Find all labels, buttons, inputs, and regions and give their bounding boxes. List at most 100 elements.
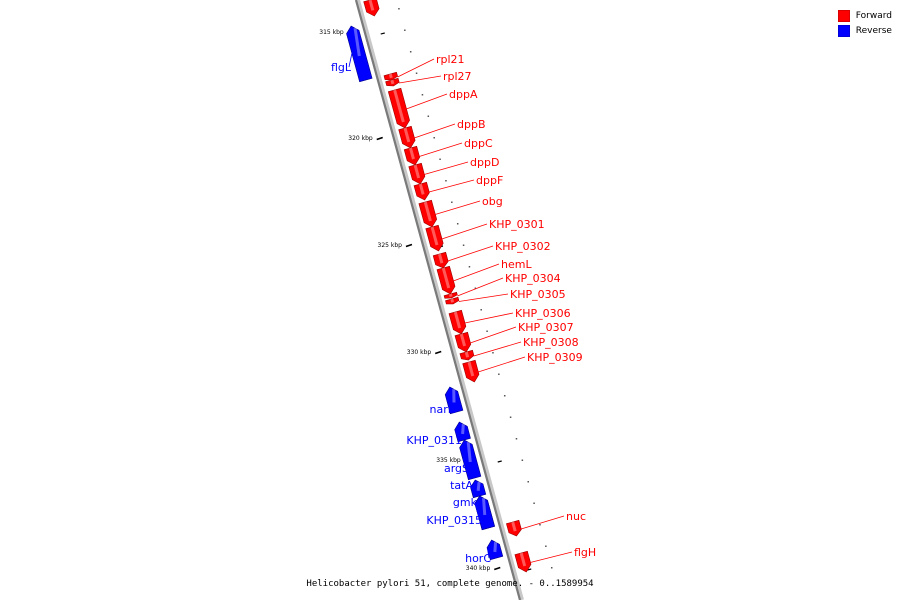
- gene-label[interactable]: dppB: [457, 118, 486, 131]
- minor-tick: [427, 115, 430, 117]
- forward-gene[interactable]: [383, 71, 398, 81]
- gene-label[interactable]: KHP_0308: [523, 336, 579, 349]
- gene-label[interactable]: KHP_0301: [489, 218, 545, 231]
- gene-features: [346, 0, 532, 573]
- forward-gene[interactable]: [413, 181, 430, 201]
- label-leader: [399, 75, 442, 84]
- gene-label[interactable]: dppC: [464, 137, 493, 150]
- gene-label[interactable]: KHP_0302: [495, 240, 551, 253]
- label-leader: [348, 52, 353, 68]
- label-leader: [428, 179, 475, 193]
- label-leader: [453, 263, 500, 282]
- gene-label[interactable]: KHP_0309: [527, 351, 583, 364]
- gene-highlight: [353, 27, 361, 57]
- gene-label[interactable]: dppF: [476, 174, 503, 187]
- gene-highlight: [476, 481, 481, 491]
- gene-label[interactable]: hemL: [501, 258, 532, 271]
- forward-gene[interactable]: [443, 291, 458, 299]
- gene-highlight: [368, 0, 375, 11]
- gene-highlight: [441, 267, 451, 289]
- label-leader: [414, 123, 456, 139]
- forward-gene[interactable]: [448, 309, 467, 335]
- label-leader: [478, 356, 526, 373]
- forward-gene[interactable]: [408, 162, 426, 185]
- forward-gene[interactable]: [459, 349, 475, 361]
- gene-label[interactable]: gmk: [453, 496, 478, 509]
- forward-gene[interactable]: [445, 296, 460, 305]
- gene-label[interactable]: horC: [465, 552, 491, 565]
- kbp-label: 330 kbp: [407, 349, 432, 356]
- gene-label[interactable]: nuc: [566, 510, 586, 523]
- major-tick: [494, 566, 501, 571]
- map-caption: Helicobacter pylori 51, complete genome.…: [306, 579, 594, 589]
- forward-gene[interactable]: [363, 0, 380, 17]
- kbp-label: 340 kbp: [466, 565, 491, 572]
- forward-gene[interactable]: [462, 359, 480, 383]
- forward-gene[interactable]: [425, 224, 444, 252]
- gene-label[interactable]: flgL: [331, 61, 352, 74]
- minor-tick: [451, 201, 453, 203]
- forward-gene[interactable]: [385, 77, 400, 87]
- gene-label[interactable]: dppD: [470, 156, 499, 169]
- gene-highlight: [466, 441, 472, 463]
- forward-gene[interactable]: [514, 550, 532, 573]
- legend-forward-label: Forward: [855, 10, 892, 21]
- gene-label[interactable]: narK: [430, 403, 456, 416]
- gene-label[interactable]: obg: [482, 195, 503, 208]
- gene-label[interactable]: dppA: [449, 88, 478, 101]
- forward-gene[interactable]: [432, 251, 449, 269]
- reverse-gene[interactable]: [444, 386, 464, 415]
- reverse-gene[interactable]: [459, 439, 482, 481]
- label-leader: [454, 430, 461, 441]
- legend: Forward Reverse: [837, 8, 892, 38]
- label-leader: [435, 200, 481, 215]
- reverse-gene[interactable]: [474, 495, 495, 531]
- gene-label[interactable]: tatA: [450, 479, 473, 492]
- forward-gene[interactable]: [436, 265, 456, 295]
- gene-highlight: [388, 73, 393, 79]
- gene-label[interactable]: rpl21: [436, 53, 465, 66]
- gene-label[interactable]: argS: [444, 462, 469, 475]
- backbone-shadow: [355, 0, 524, 600]
- gene-highlight: [390, 79, 395, 85]
- gene-highlight: [467, 361, 475, 377]
- forward-gene[interactable]: [506, 519, 522, 537]
- major-tick: [405, 243, 413, 248]
- minor-tick: [456, 223, 459, 225]
- reverse-gene[interactable]: [346, 25, 373, 83]
- forward-gene[interactable]: [454, 331, 472, 353]
- minor-tick: [550, 567, 553, 569]
- minor-tick: [521, 459, 524, 461]
- gene-label[interactable]: KHP_0307: [518, 321, 574, 334]
- legend-reverse: Reverse: [837, 23, 892, 38]
- gene-label[interactable]: KHP_0304: [505, 272, 561, 285]
- gene-labels: flgL rpl21 rpl27 dppA dppB dppC dppD dppF obg KHP…: [331, 53, 596, 565]
- gene-label[interactable]: KHP_0305: [510, 288, 566, 301]
- minor-tick: [492, 352, 494, 354]
- gene-label[interactable]: KHP_0311: [406, 434, 462, 447]
- gene-label[interactable]: flgH: [574, 546, 596, 559]
- kbp-label: 325 kbp: [378, 242, 403, 249]
- forward-gene[interactable]: [418, 199, 438, 228]
- label-leader: [424, 161, 469, 175]
- label-leader: [474, 501, 478, 513]
- minor-tick: [439, 158, 441, 160]
- gene-highlight: [409, 147, 415, 160]
- backbone-line: [354, 0, 522, 600]
- gene-label[interactable]: KHP_0315: [426, 514, 482, 527]
- minor-tick: [545, 545, 547, 547]
- forward-gene[interactable]: [403, 145, 421, 166]
- gene-label[interactable]: rpl27: [443, 70, 472, 83]
- minor-tick: [462, 244, 465, 246]
- forward-gene[interactable]: [387, 87, 410, 129]
- reverse-gene[interactable]: [486, 539, 504, 561]
- gene-label[interactable]: KHP_0306: [515, 307, 571, 320]
- minor-tick: [533, 502, 535, 504]
- forward-gene[interactable]: [398, 125, 416, 149]
- label-leader: [470, 326, 517, 344]
- minor-tick: [433, 137, 435, 139]
- label-leader: [473, 341, 522, 357]
- gene-highlight: [493, 542, 498, 553]
- reverse-swatch: [837, 24, 850, 37]
